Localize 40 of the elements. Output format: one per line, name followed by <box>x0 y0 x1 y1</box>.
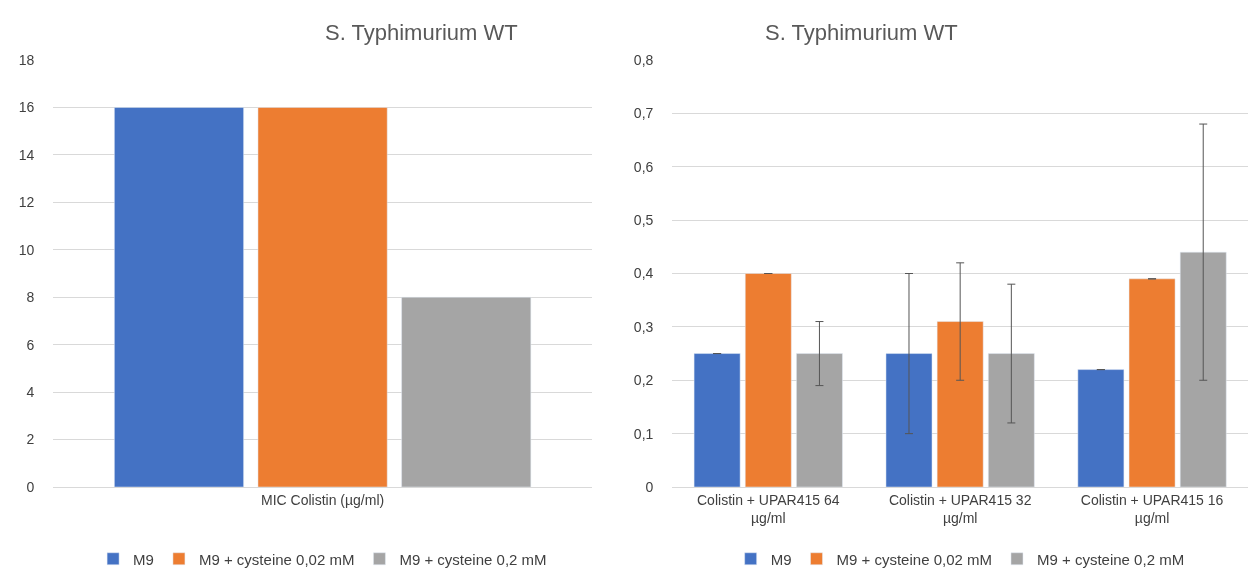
bar <box>1128 278 1176 487</box>
y-tick-label: 0,2 <box>633 372 654 389</box>
y-tick-label: 0,4 <box>633 265 654 282</box>
chart-title: S. Typhimurium WT <box>325 20 518 45</box>
bar <box>693 353 741 487</box>
y-tick-label: 16 <box>18 99 35 116</box>
bar <box>988 353 1035 487</box>
legend-label: M9 + cysteine 0,2 mM <box>1036 550 1185 568</box>
y-tick-label: 0,7 <box>633 105 654 122</box>
y-tick-label: 0,6 <box>633 158 654 175</box>
legend-label: M9 + cysteine 0,02 mM <box>198 550 355 568</box>
y-tick-label: 2 <box>26 431 35 448</box>
y-tick-label: 0 <box>26 478 35 495</box>
legend-label: M9 + cysteine 0,02 mM <box>836 550 992 568</box>
chart-title: S. Typhimurium WT <box>765 20 958 45</box>
y-tick-label: 0 <box>645 478 654 495</box>
y-tick-label: 0,3 <box>633 318 654 335</box>
bar <box>1179 251 1227 487</box>
bar <box>885 353 933 487</box>
legend-label: M9 <box>133 550 154 568</box>
x-tick-label: Colistin + UPAR415 64 µg/ml <box>697 491 840 526</box>
x-tick-label: Colistin + UPAR415 32 µg/ml <box>888 491 1032 526</box>
y-tick-label: 18 <box>18 51 35 68</box>
legend-label: M9 + cysteine 0,2 mM <box>399 550 547 568</box>
y-tick-label: 0,1 <box>633 425 654 442</box>
y-tick-label: 0,5 <box>633 212 654 229</box>
y-tick-label: 6 <box>26 336 35 353</box>
y-tick-label: 14 <box>18 146 35 163</box>
legend-label: M9 <box>770 550 792 568</box>
bar <box>1077 369 1125 487</box>
y-tick-label: 0,8 <box>633 51 654 68</box>
y-tick-label: 4 <box>26 384 35 401</box>
bar <box>796 353 843 487</box>
bar <box>745 273 792 487</box>
y-tick-label: 12 <box>18 194 35 211</box>
x-tick-label: MIC Colistin (µg/ml) <box>261 491 385 508</box>
y-tick-label: 10 <box>18 241 35 258</box>
bar <box>936 321 984 487</box>
y-tick-label: 8 <box>26 289 35 306</box>
x-tick-label: Colistin + UPAR415 16 µg/ml <box>1080 491 1224 526</box>
